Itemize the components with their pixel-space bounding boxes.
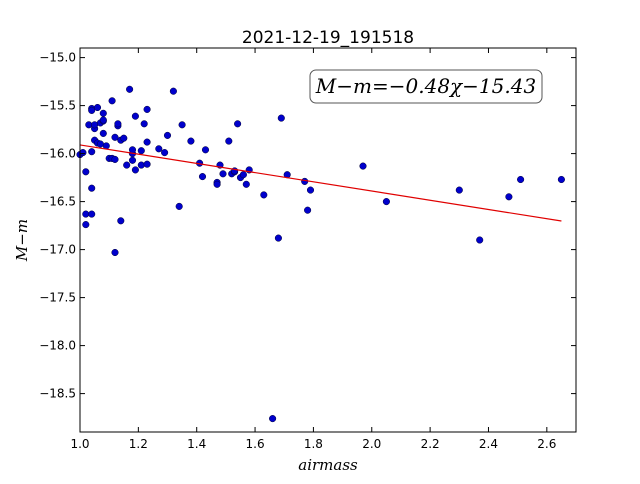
x-tick-label-1: 1.2	[129, 437, 148, 451]
y-tick-label-3: −16.5	[39, 195, 76, 209]
data-point-9	[88, 148, 96, 156]
x-tick-label-8: 2.6	[537, 437, 556, 451]
fit-equation-frame	[309, 69, 543, 104]
data-point-67	[239, 171, 247, 179]
data-point-80	[455, 186, 463, 194]
data-point-30	[114, 120, 122, 128]
y-tick-label-4: −17.0	[39, 243, 76, 257]
data-point-39	[131, 112, 139, 120]
data-point-81	[476, 236, 484, 244]
data-point-42	[137, 147, 145, 155]
y-tick-label-6: −18.0	[39, 339, 76, 353]
fit-equation-box: M−m=−0.48χ−15.43	[309, 69, 543, 104]
data-point-79	[382, 198, 390, 206]
data-point-8	[88, 184, 96, 192]
data-point-51	[175, 202, 183, 210]
data-point-47	[155, 145, 163, 153]
data-point-21	[99, 109, 107, 117]
data-point-77	[306, 186, 315, 194]
data-point-19	[99, 116, 107, 124]
data-point-70	[260, 191, 268, 199]
x-tick-label-4: 1.8	[304, 437, 323, 451]
data-point-33	[120, 134, 128, 142]
data-point-41	[137, 161, 145, 169]
y-axis-label: M−m	[13, 219, 31, 262]
data-point-36	[128, 156, 137, 164]
x-tick-label-5: 2.0	[362, 437, 381, 451]
data-point-27	[111, 248, 119, 257]
x-tick-label-3: 1.6	[246, 437, 265, 451]
data-point-60	[219, 170, 227, 178]
fit-equation-text: M−m=−0.48χ−15.43	[315, 74, 536, 98]
y-tick-label-5: −17.5	[39, 291, 76, 305]
data-point-15	[93, 103, 102, 112]
data-point-7	[88, 106, 96, 114]
y-axis: −15.0 −15.5 −16.0 −16.5 −17.0 −17.5 −18.0 −18.5	[39, 51, 576, 401]
data-point-43	[140, 120, 148, 128]
data-point-2	[82, 168, 90, 176]
data-point-25	[108, 97, 116, 105]
fit-layer	[79, 144, 562, 222]
data-point-34	[123, 161, 131, 169]
x-tick-label-7: 2.4	[479, 437, 498, 451]
y-tick-label-7: −18.5	[39, 387, 76, 401]
data-point-35	[126, 85, 134, 93]
data-point-82	[505, 193, 513, 201]
data-point-48	[161, 149, 169, 157]
data-point-26	[111, 133, 119, 141]
data-point-52	[178, 121, 186, 129]
data-point-20	[99, 129, 107, 137]
data-point-83	[517, 175, 525, 184]
x-axis: 1.0 1.2 1.4 1.6 1.8 2.0 2.2 2.4 2.6	[70, 48, 556, 451]
data-point-76	[304, 206, 312, 214]
points-layer	[76, 85, 565, 423]
chart-title: 2021-12-19_191518	[242, 28, 414, 48]
data-point-44	[143, 105, 151, 113]
data-point-50	[169, 87, 177, 95]
data-point-71	[269, 415, 277, 423]
data-point-53	[187, 137, 195, 145]
plot-frame	[79, 47, 577, 433]
data-point-84	[557, 175, 565, 184]
data-point-56	[201, 146, 210, 154]
data-point-49	[163, 131, 172, 139]
data-point-55	[198, 173, 207, 181]
data-point-4	[82, 221, 90, 229]
y-tick-label-1: −15.5	[39, 99, 76, 113]
data-point-28	[111, 155, 119, 163]
fit-line	[79, 144, 562, 222]
data-point-78	[359, 162, 367, 170]
x-tick-label-6: 2.2	[421, 437, 440, 451]
x-tick-label-0: 1.0	[70, 437, 89, 451]
x-tick-label-2: 1.4	[187, 437, 206, 451]
x-axis-label: airmass	[298, 456, 358, 474]
data-point-45	[143, 138, 151, 146]
y-tick-label-0: −15.0	[39, 51, 76, 65]
data-point-31	[117, 217, 125, 225]
data-point-58	[213, 180, 221, 188]
data-point-72	[274, 234, 282, 242]
data-point-61	[225, 137, 233, 145]
data-point-16	[96, 140, 104, 148]
data-point-1	[79, 149, 87, 157]
data-point-73	[277, 114, 285, 122]
y-tick-label-2: −16.0	[39, 147, 76, 161]
data-point-40	[131, 166, 139, 174]
data-point-10	[88, 210, 96, 218]
data-point-38	[128, 146, 137, 154]
data-point-68	[242, 180, 250, 188]
data-point-3	[82, 210, 90, 218]
data-point-65	[234, 120, 242, 128]
data-point-46	[143, 160, 151, 168]
